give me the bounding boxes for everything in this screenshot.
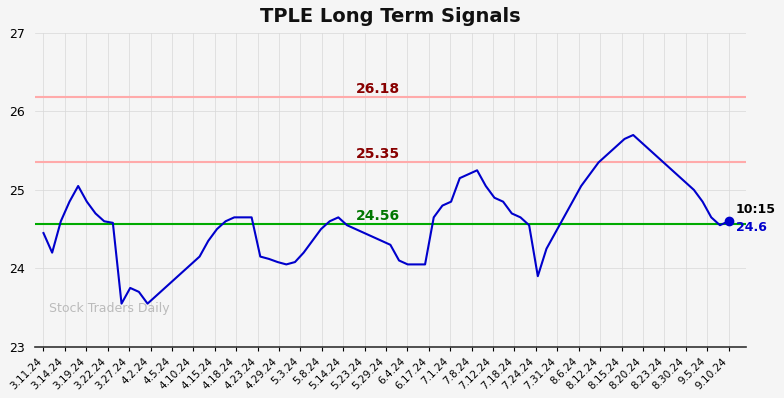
Title: TPLE Long Term Signals: TPLE Long Term Signals (260, 7, 521, 26)
Text: 25.35: 25.35 (356, 147, 400, 161)
Text: 24.56: 24.56 (356, 209, 400, 223)
Text: 10:15: 10:15 (735, 203, 775, 217)
Text: 24.6: 24.6 (735, 221, 767, 234)
Text: 26.18: 26.18 (356, 82, 400, 96)
Text: Stock Traders Daily: Stock Traders Daily (49, 302, 169, 315)
